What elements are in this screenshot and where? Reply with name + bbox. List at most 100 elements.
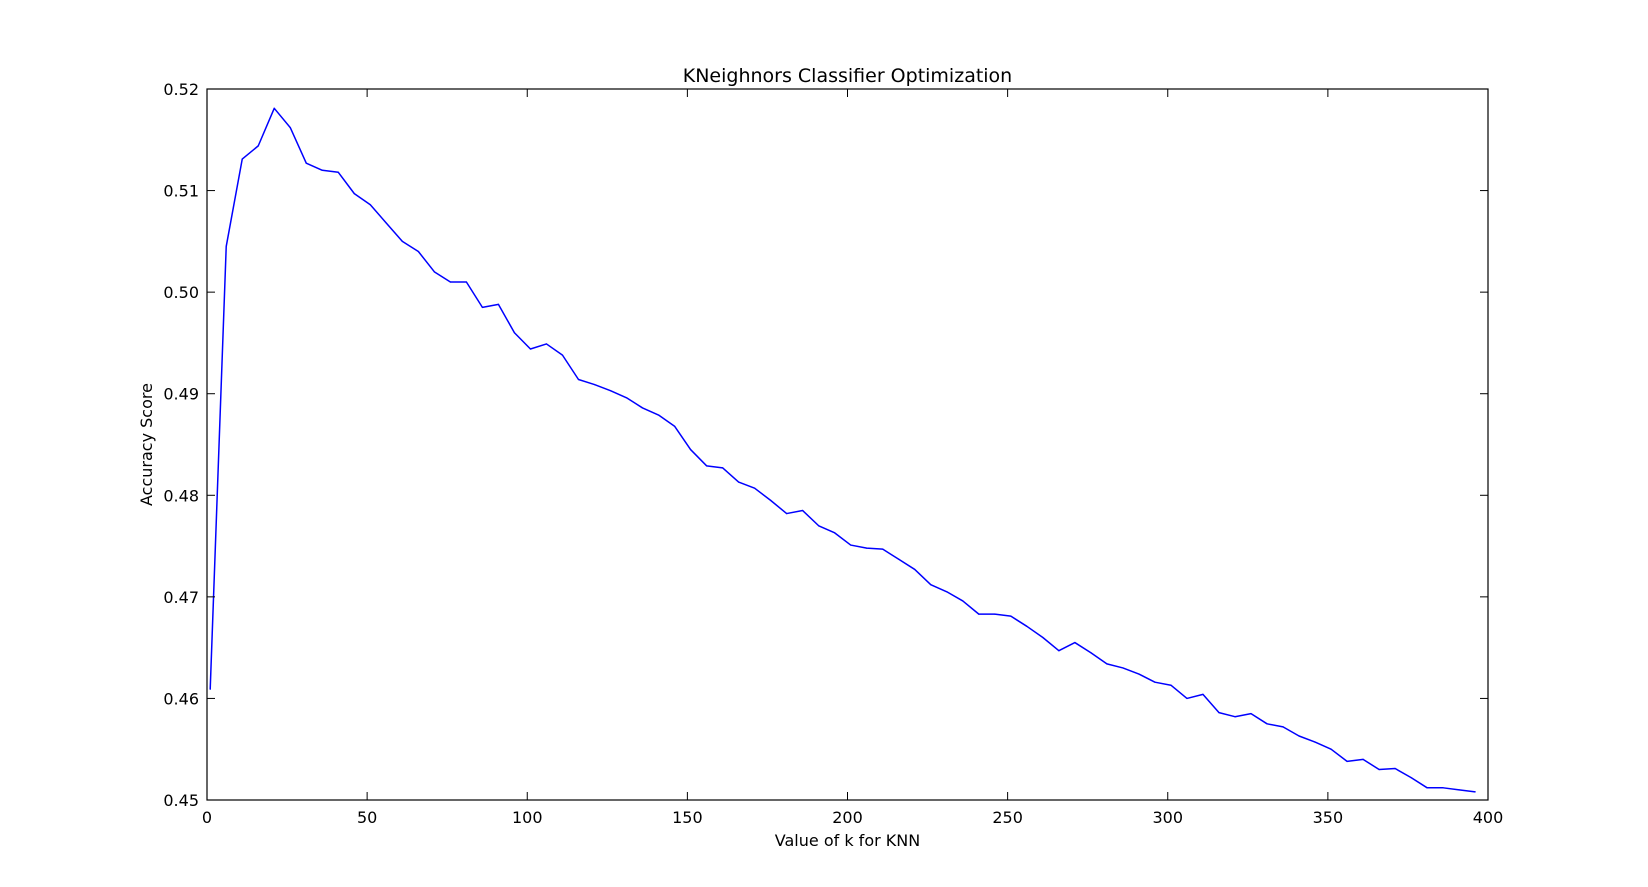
data-point <box>625 397 628 399</box>
data-point <box>1250 713 1252 715</box>
axis-ticks: 0 50 100 150 200 250 300 350 400 0.45 0.46 0.47 0.48… <box>163 80 1503 827</box>
x-axis-label: Value of k for KNN <box>775 831 920 850</box>
data-point <box>1378 768 1380 771</box>
data-point <box>513 332 516 334</box>
data-point <box>914 568 916 571</box>
x-tick-label: 400 <box>1473 808 1504 827</box>
data-point <box>673 425 676 427</box>
data-point <box>273 107 275 109</box>
plot-frame <box>206 88 1489 801</box>
data-point <box>1266 723 1268 725</box>
data-point <box>1474 791 1476 793</box>
data-point <box>481 306 484 308</box>
series-line <box>209 107 1476 793</box>
x-tick-label: 50 <box>357 808 377 827</box>
y-tick-label: 0.46 <box>163 689 199 708</box>
data-point <box>401 240 403 242</box>
data-point <box>738 481 740 483</box>
data-point <box>1426 787 1428 789</box>
x-tick-label: 100 <box>512 808 543 827</box>
data-point <box>834 532 836 534</box>
data-point <box>1202 693 1204 695</box>
data-point <box>305 162 307 164</box>
y-tick-label: 0.49 <box>163 385 199 404</box>
data-point <box>289 126 291 129</box>
data-point <box>1010 615 1012 617</box>
data-point <box>1394 767 1396 770</box>
data-point <box>1234 716 1236 718</box>
data-point <box>1122 667 1124 669</box>
data-point <box>1218 712 1220 714</box>
data-point <box>657 414 660 416</box>
data-point <box>497 303 500 305</box>
data-point <box>818 525 820 527</box>
x-tick-label: 150 <box>672 808 703 827</box>
data-point <box>689 448 692 451</box>
data-point <box>577 378 580 381</box>
data-point <box>754 487 756 489</box>
data-point <box>609 390 612 392</box>
data-point <box>369 204 371 206</box>
y-tick-label: 0.50 <box>163 283 199 302</box>
chart-title: KNeighnors Classifier Optimization <box>683 65 1012 87</box>
data-point <box>241 158 243 160</box>
data-point <box>1154 681 1156 683</box>
data-point <box>1314 741 1316 743</box>
plot-area <box>209 107 1476 793</box>
data-point <box>433 271 435 273</box>
data-point <box>1442 787 1444 789</box>
data-point <box>1170 684 1172 686</box>
y-tick-label: 0.48 <box>163 486 199 505</box>
data-point <box>1346 760 1348 763</box>
data-point <box>1282 726 1284 728</box>
data-point <box>882 548 884 550</box>
data-point <box>209 688 211 690</box>
data-point <box>225 245 227 248</box>
data-point <box>722 467 724 469</box>
y-axis-label: Accuracy Score <box>137 383 156 506</box>
data-point <box>385 222 387 224</box>
data-point <box>593 383 596 386</box>
x-tick-label: 300 <box>1152 808 1183 827</box>
data-point <box>705 465 708 467</box>
data-point <box>930 584 932 586</box>
data-point <box>1026 625 1028 627</box>
data-point <box>1298 735 1300 737</box>
data-point <box>1458 789 1460 791</box>
data-point <box>1138 673 1140 675</box>
y-tick-label: 0.45 <box>163 791 199 810</box>
data-point <box>1330 748 1332 750</box>
data-point <box>978 613 980 615</box>
data-point <box>1074 641 1076 644</box>
data-point <box>545 343 548 345</box>
data-point <box>802 509 804 512</box>
data-point <box>898 558 900 560</box>
data-point <box>1090 652 1092 654</box>
data-point <box>946 591 948 593</box>
data-point <box>1058 650 1060 652</box>
data-point <box>321 169 323 171</box>
data-point <box>994 613 996 615</box>
data-point <box>866 547 868 549</box>
data-point <box>1186 697 1188 700</box>
x-tick-label: 200 <box>832 808 863 827</box>
x-tick-label: 250 <box>992 808 1023 827</box>
data-point <box>257 145 259 147</box>
y-tick-label: 0.52 <box>163 80 199 99</box>
data-point <box>850 544 852 546</box>
data-point <box>417 250 419 253</box>
y-tick-label: 0.47 <box>163 588 199 607</box>
data-point <box>962 600 964 602</box>
data-point <box>529 348 532 350</box>
data-point <box>1042 636 1044 639</box>
data-point <box>770 499 772 501</box>
data-point <box>353 193 355 195</box>
data-point <box>465 281 468 283</box>
data-point <box>337 171 339 173</box>
data-point <box>1106 663 1108 665</box>
data-point <box>786 512 788 515</box>
data-point <box>1362 758 1364 760</box>
x-tick-label: 0 <box>202 808 212 827</box>
